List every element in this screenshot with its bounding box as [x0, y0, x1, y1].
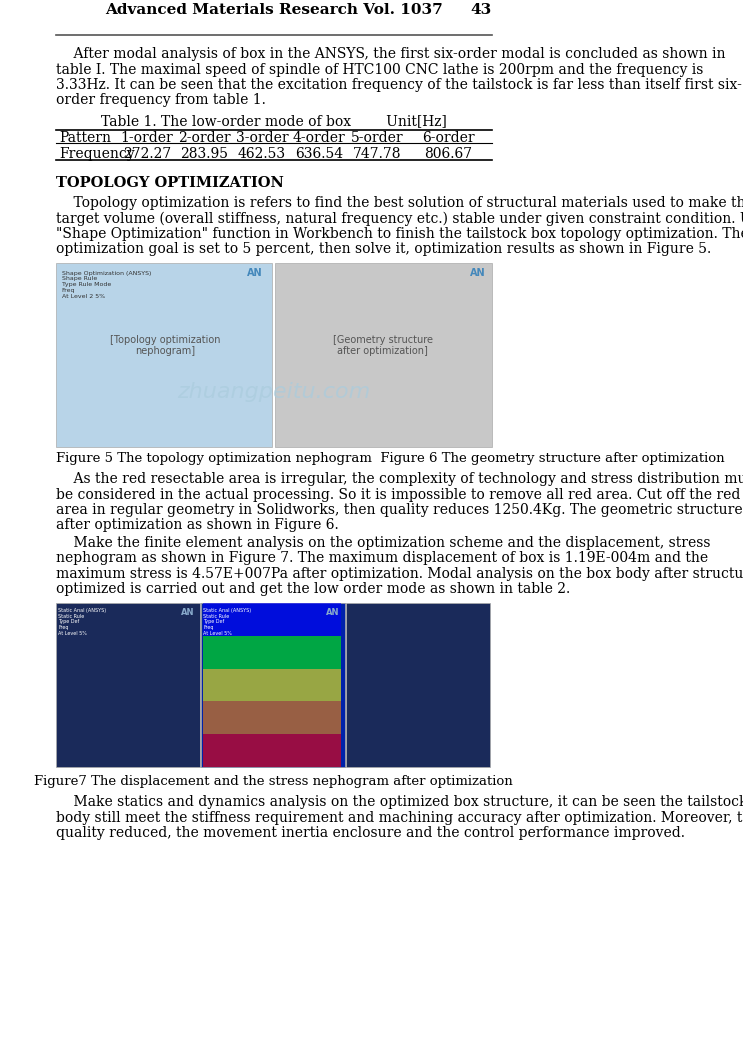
Text: 3-order: 3-order	[236, 130, 288, 145]
Text: Pattern: Pattern	[59, 130, 111, 145]
FancyBboxPatch shape	[204, 603, 341, 635]
Text: 3.33Hz. It can be seen that the excitation frequency of the tailstock is far les: 3.33Hz. It can be seen that the excitati…	[56, 78, 742, 92]
Text: Static Anal (ANSYS)
Static Rule
Type Def
Freq
At Level 5%: Static Anal (ANSYS) Static Rule Type Def…	[58, 608, 106, 635]
Text: Figure7 The displacement and the stress nephogram after optimization: Figure7 The displacement and the stress …	[34, 775, 513, 788]
Text: 462.53: 462.53	[238, 147, 286, 161]
Text: area in regular geometry in Solidworks, then quality reduces 1250.4Kg. The geome: area in regular geometry in Solidworks, …	[56, 503, 742, 517]
Text: 5-order: 5-order	[351, 130, 403, 145]
Text: AN: AN	[181, 608, 194, 616]
Text: nephogram as shown in Figure 7. The maximum displacement of box is 1.19E-004m an: nephogram as shown in Figure 7. The maxi…	[56, 551, 708, 565]
Text: target volume (overall stiffness, natural frequency etc.) stable under given con: target volume (overall stiffness, natura…	[56, 211, 743, 226]
Text: [Topology optimization
nephogram]: [Topology optimization nephogram]	[110, 335, 220, 357]
Text: be considered in the actual processing. So it is impossible to remove all red ar: be considered in the actual processing. …	[56, 487, 740, 502]
Text: 43: 43	[470, 3, 492, 17]
FancyBboxPatch shape	[204, 635, 341, 668]
FancyBboxPatch shape	[56, 603, 200, 767]
Text: 1-order: 1-order	[120, 130, 173, 145]
Text: order frequency from table 1.: order frequency from table 1.	[56, 94, 266, 107]
Text: [Geometry structure
after optimization]: [Geometry structure after optimization]	[333, 335, 432, 357]
FancyBboxPatch shape	[346, 603, 490, 767]
Text: Make statics and dynamics analysis on the optimized box structure, it can be see: Make statics and dynamics analysis on th…	[56, 795, 743, 809]
Text: 806.67: 806.67	[424, 147, 473, 161]
Text: 272.27: 272.27	[123, 147, 171, 161]
Text: After modal analysis of box in the ANSYS, the first six-order modal is concluded: After modal analysis of box in the ANSYS…	[56, 47, 725, 61]
Text: AN: AN	[247, 267, 263, 278]
Text: zhuangpeitu.com: zhuangpeitu.com	[177, 382, 370, 402]
FancyBboxPatch shape	[204, 702, 341, 734]
Text: 283.95: 283.95	[181, 147, 229, 161]
Text: quality reduced, the movement inertia enclosure and the control performance impr: quality reduced, the movement inertia en…	[56, 826, 685, 841]
Text: optimized is carried out and get the low order mode as shown in table 2.: optimized is carried out and get the low…	[56, 583, 570, 596]
Text: AN: AN	[325, 608, 339, 616]
Text: Topology optimization is refers to find the best solution of structural material: Topology optimization is refers to find …	[56, 196, 743, 209]
Text: Advanced Materials Research Vol. 1037: Advanced Materials Research Vol. 1037	[105, 3, 443, 17]
Text: TOPOLOGY OPTIMIZATION: TOPOLOGY OPTIMIZATION	[56, 176, 284, 189]
Text: 747.78: 747.78	[352, 147, 401, 161]
Text: Frequency: Frequency	[59, 147, 135, 161]
FancyBboxPatch shape	[275, 263, 492, 447]
Text: body still meet the stiffness requirement and machining accuracy after optimizat: body still meet the stiffness requiremen…	[56, 811, 743, 825]
Text: Table 1. The low-order mode of box        Unit[Hz]: Table 1. The low-order mode of box Unit[…	[101, 114, 447, 128]
FancyBboxPatch shape	[201, 603, 345, 767]
Text: Static Anal (ANSYS)
Static Rule
Type Def
Freq
At Level 5%: Static Anal (ANSYS) Static Rule Type Def…	[204, 608, 251, 635]
FancyBboxPatch shape	[56, 263, 272, 447]
Text: optimization goal is set to 5 percent, then solve it, optimization results as sh: optimization goal is set to 5 percent, t…	[56, 242, 711, 257]
Text: AN: AN	[470, 267, 486, 278]
Text: Make the finite element analysis on the optimization scheme and the displacement: Make the finite element analysis on the …	[56, 535, 710, 550]
Text: As the red resectable area is irregular, the complexity of technology and stress: As the red resectable area is irregular,…	[56, 472, 743, 486]
Text: 4-order: 4-order	[293, 130, 345, 145]
Text: after optimization as shown in Figure 6.: after optimization as shown in Figure 6.	[56, 519, 339, 532]
Text: 6-order: 6-order	[422, 130, 475, 145]
Text: table I. The maximal speed of spindle of HTC100 CNC lathe is 200rpm and the freq: table I. The maximal speed of spindle of…	[56, 62, 704, 77]
FancyBboxPatch shape	[204, 734, 341, 767]
Text: 2-order: 2-order	[178, 130, 231, 145]
FancyBboxPatch shape	[204, 668, 341, 702]
FancyBboxPatch shape	[201, 603, 345, 767]
Text: "Shape Optimization" function in Workbench to finish the tailstock box topology : "Shape Optimization" function in Workben…	[56, 227, 743, 241]
Text: maximum stress is 4.57E+007Pa after optimization. Modal analysis on the box body: maximum stress is 4.57E+007Pa after opti…	[56, 567, 743, 581]
Text: Figure 5 The topology optimization nephogram  Figure 6 The geometry structure af: Figure 5 The topology optimization nepho…	[56, 452, 724, 465]
Text: Shape Optimization (ANSYS)
Shape Rule
Type Rule Mode
Freq
At Level 2 5%: Shape Optimization (ANSYS) Shape Rule Ty…	[62, 270, 151, 299]
Text: 636.54: 636.54	[295, 147, 343, 161]
